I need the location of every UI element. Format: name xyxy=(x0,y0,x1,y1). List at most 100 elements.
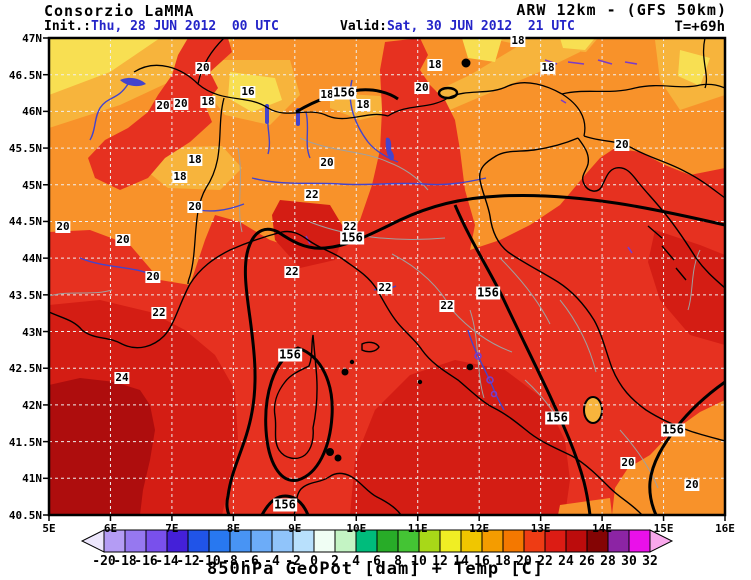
temp-contour-label: 20 xyxy=(173,97,189,110)
geopot-contour-label: 156 xyxy=(340,230,364,245)
lat-label: 40.5N xyxy=(8,509,42,522)
map-caption: 850hPa GeoPot [dam] + Temp [C] xyxy=(206,559,545,579)
geopot-contour-label: 156 xyxy=(273,497,297,512)
colorbar-tick-label: 18 xyxy=(495,554,511,569)
temp-contour-label: 16 xyxy=(240,85,256,98)
brand-title: Consorzio LaMMA xyxy=(44,2,195,20)
temp-contour-label: 22 xyxy=(284,265,300,278)
lat-label: 44.5N xyxy=(8,215,42,229)
colorbar-tick-label: 22 xyxy=(537,554,553,569)
temp-contour-label: 20 xyxy=(187,200,203,213)
init-value: Thu, 28 JUN 2012 00 UTC xyxy=(90,19,279,34)
colorbar-box xyxy=(439,529,462,553)
colorbar-tick-label: 6 xyxy=(373,554,381,569)
valid-line: Valid:Sat, 30 JUN 2012 21 UTC xyxy=(340,19,575,34)
temp-contour-label: 22 xyxy=(304,188,320,201)
temp-fill-red24-region xyxy=(49,378,155,515)
lon-label: 9E xyxy=(288,522,302,535)
temp-contour-label: 20 xyxy=(414,81,430,94)
temp-contour-label: 18 xyxy=(427,58,443,71)
colorbar-tick-label: -6 xyxy=(243,554,259,569)
colorbar-tick-label: 20 xyxy=(516,554,532,569)
geopot-contour-label: 156 xyxy=(332,85,356,100)
map-fill-layer xyxy=(49,38,725,515)
temp-contour-label: 18 xyxy=(319,88,335,101)
lon-label: 10E xyxy=(346,522,367,535)
lat-label: 43.5N xyxy=(8,288,42,302)
map-border xyxy=(47,36,727,517)
colorbar-tick-label: 30 xyxy=(621,554,637,569)
lat-label: 42N xyxy=(22,398,42,412)
model-title: ARW 12km - (GFS 50km) xyxy=(516,1,727,19)
colorbar-tick-label: 28 xyxy=(600,554,616,569)
geopot-contour-label: 156 xyxy=(278,347,302,362)
colorbar-tick-label: 10 xyxy=(411,554,427,569)
colorbar-tick-label: -20 xyxy=(92,554,116,569)
valid-label: Valid: xyxy=(340,19,387,34)
colorbar-tick-label: 16 xyxy=(474,554,490,569)
geopot-contour-label: 156 xyxy=(476,285,500,300)
colorbar xyxy=(80,529,674,553)
colorbar-tick-label: 32 xyxy=(642,554,658,569)
colorbar-tick-label: 8 xyxy=(394,554,402,569)
colorbar-tick-label: -12 xyxy=(176,554,200,569)
lon-label: 15E xyxy=(653,522,674,535)
colorbar-tick-label: -4 xyxy=(264,554,280,569)
temp-contour-label: 20 xyxy=(115,233,131,246)
temp-contour-label: 18 xyxy=(187,153,203,166)
temp-contour-label: 20 xyxy=(145,270,161,283)
axis-ticks xyxy=(43,37,726,521)
lon-label: 13E xyxy=(530,522,551,535)
lon-label: 12E xyxy=(469,522,490,535)
lon-label: 5E xyxy=(42,522,56,535)
colorbar-box xyxy=(187,529,210,553)
geopot-contour-label: 156 xyxy=(661,422,685,437)
colorbar-tick-label: 0 xyxy=(310,554,318,569)
forecast-step: T=+69h xyxy=(674,19,725,35)
lon-label: 11E xyxy=(407,522,428,535)
colorbar-box xyxy=(313,529,336,553)
colorbar-box xyxy=(502,529,525,553)
lon-label: 16E xyxy=(715,522,735,535)
temp-contour-label: 18 xyxy=(200,95,216,108)
temp-contour-label: 18 xyxy=(355,98,371,111)
lon-label: 8E xyxy=(226,522,240,535)
lat-label: 41N xyxy=(22,472,42,486)
colorbar-box xyxy=(124,529,147,553)
lon-label: 14E xyxy=(592,522,613,535)
lat-label: 43N xyxy=(22,325,42,339)
colorbar-tick-label: 12 xyxy=(432,554,448,569)
colorbar-box xyxy=(250,529,273,553)
lon-label: 7E xyxy=(165,522,179,535)
temp-contour-label: 20 xyxy=(195,61,211,74)
init-label: Init.: xyxy=(44,19,91,34)
colorbar-right-arrow xyxy=(649,529,674,553)
temp-contour-label: 20 xyxy=(684,478,700,491)
colorbar-tick-label: 2 xyxy=(331,554,339,569)
temp-contour-label: 24 xyxy=(114,371,130,384)
colorbar-tick-label: -8 xyxy=(222,554,238,569)
colorbar-tick-label: 14 xyxy=(453,554,469,569)
init-line: Init.:Thu, 28 JUN 2012 00 UTC xyxy=(44,19,279,34)
lat-label: 42.5N xyxy=(8,362,42,376)
temp-contour-label: 20 xyxy=(319,156,335,169)
temp-contour-label: 22 xyxy=(342,220,358,233)
temp-contour-label: 18 xyxy=(540,61,556,74)
lakes xyxy=(120,77,394,161)
colorbar-tick-label: 4 xyxy=(352,554,360,569)
lat-label: 46.5N xyxy=(8,68,42,82)
temp-contour-label: 20 xyxy=(614,138,630,151)
valid-value: Sat, 30 JUN 2012 21 UTC xyxy=(386,19,575,34)
temp-contour-label: 20 xyxy=(620,456,636,469)
geopotential-contours xyxy=(225,58,725,515)
temp-contour-label: 18 xyxy=(510,34,526,47)
colorbar-tick-label: 24 xyxy=(558,554,574,569)
lon-label: 6E xyxy=(103,522,118,535)
geopot-contour-label: 156 xyxy=(545,410,569,425)
lat-label: 46N xyxy=(22,105,42,119)
lat-label: 41.5N xyxy=(8,435,42,449)
colorbar-tick-label: -14 xyxy=(155,554,179,569)
colorbar-box xyxy=(376,529,399,553)
colorbar-tick-label: -18 xyxy=(113,554,137,569)
